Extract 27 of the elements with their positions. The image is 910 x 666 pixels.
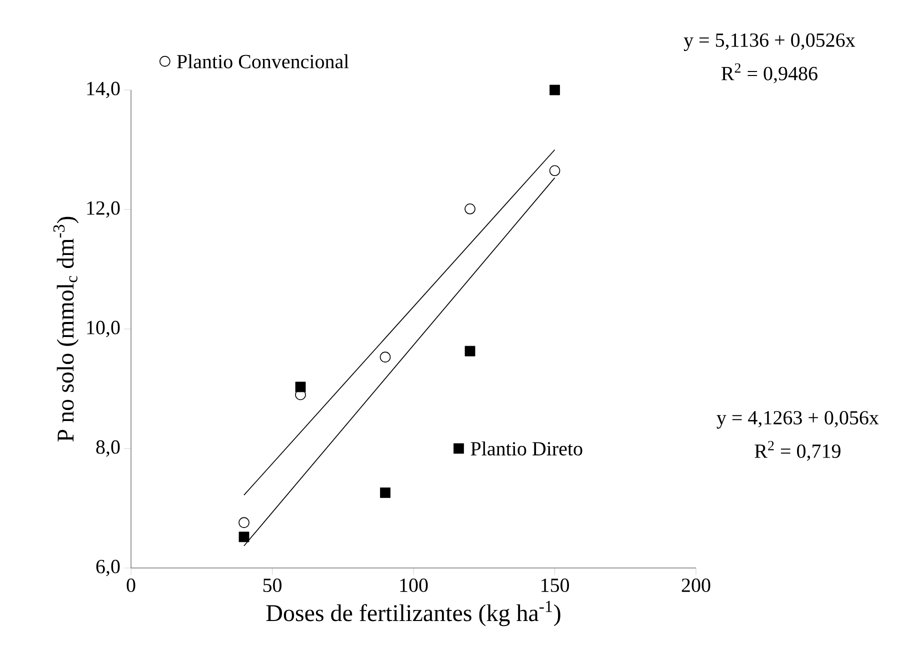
x-tick-label: 100 <box>400 578 428 592</box>
point <box>464 204 476 214</box>
legend-label: Plantio Convencional <box>177 54 349 68</box>
point <box>238 517 250 528</box>
point <box>238 532 250 542</box>
text: R$^{2}$ = 0,9486 <box>721 63 818 84</box>
point <box>380 352 391 362</box>
x-axis-title: Doses de fertilizantes (kg ha$^{-1}$) <box>266 600 560 626</box>
legend-label: Plantio Direto <box>470 441 582 456</box>
y-tick-label: 10,0 <box>87 320 120 338</box>
text: y = 5,1136 + 0,0526x <box>684 33 856 51</box>
text: y = 4,1263 + 0,056x <box>716 411 879 429</box>
x-tick-label: 150 <box>542 578 569 592</box>
y-tick-label: 8,0 <box>96 440 120 457</box>
y-tick-label: 6,0 <box>96 560 120 576</box>
x-tick-label: 0 <box>126 578 136 592</box>
y-tick-label: 14,0 <box>87 82 120 98</box>
point <box>295 382 306 392</box>
x-tick-label: 50 <box>263 578 282 592</box>
text: R$^{2}$ = 0,719 <box>754 440 840 461</box>
point <box>380 488 390 498</box>
point <box>464 346 476 356</box>
point <box>550 84 560 96</box>
point <box>549 165 560 176</box>
y-axis-title: P no solo (mmol$_{c}$ dm$^{-3}$) <box>53 216 79 442</box>
x-tick-label: 200 <box>682 578 710 592</box>
y-tick-label: 12,0 <box>87 201 120 218</box>
